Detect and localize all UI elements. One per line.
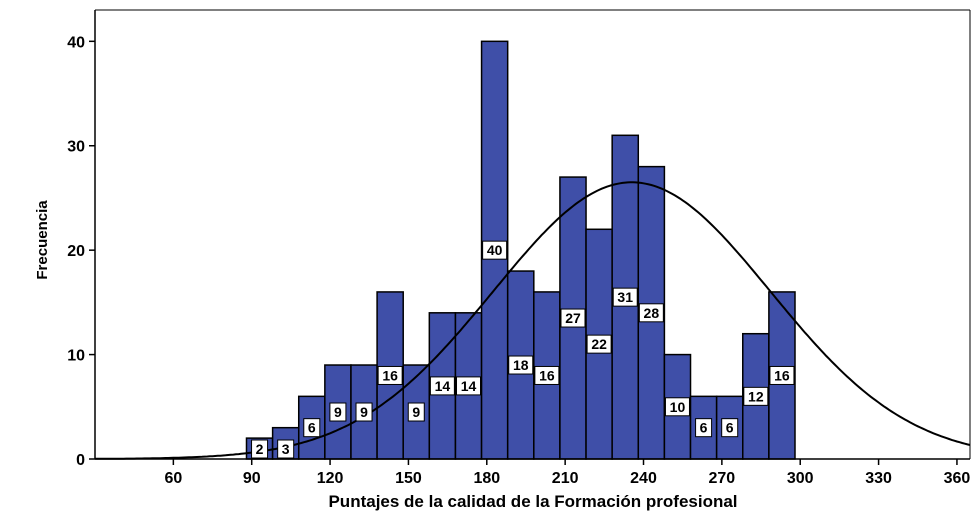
bar-label: 9	[360, 404, 368, 420]
bar-label-box	[407, 402, 425, 422]
bar-label: 14	[435, 378, 451, 394]
bars-layer	[245, 40, 796, 460]
x-tick-label: 90	[243, 470, 261, 487]
bar-label: 31	[617, 289, 633, 305]
bar-label-box	[482, 240, 508, 260]
bar-label-box	[638, 303, 664, 323]
bar-label: 12	[748, 388, 764, 404]
x-tick-label: 60	[164, 470, 182, 487]
bar-label-box	[534, 365, 560, 385]
bar-label-box	[377, 365, 403, 385]
y-tick-label: 30	[67, 139, 85, 156]
bar-label: 27	[565, 310, 581, 326]
bar-label: 14	[461, 378, 477, 394]
bar-label: 22	[591, 336, 607, 352]
y-tick-label: 40	[67, 34, 85, 51]
bar-label: 16	[539, 367, 555, 383]
y-axis-title: Frecuencia	[34, 200, 51, 280]
bar-label: 6	[700, 420, 708, 436]
x-tick-label: 150	[395, 470, 422, 487]
x-tick-label: 360	[944, 470, 971, 487]
bar-label-box	[612, 287, 638, 307]
bar-label-box	[251, 439, 269, 459]
bar-label-box	[303, 418, 321, 438]
bar-label-box	[456, 376, 482, 396]
x-tick-label: 120	[317, 470, 344, 487]
bar-label-box	[695, 418, 713, 438]
bar-label-box	[508, 355, 534, 375]
x-tick-label: 300	[787, 470, 814, 487]
normal-curve	[95, 181, 971, 460]
bar-label-box	[560, 308, 586, 328]
x-tick-label: 180	[473, 470, 500, 487]
x-tick-label: 210	[552, 470, 579, 487]
y-axis-ticks: 0 10 20 30 40	[67, 34, 95, 469]
bar-label: 6	[308, 420, 316, 436]
bar-label: 28	[644, 305, 660, 321]
bar-label-box	[329, 402, 347, 422]
bar-label: 16	[774, 367, 790, 383]
bar-labels-layer: 2 3 6 9 9 16 9 14 14 40 18 16 27 22 31 28 10 6 6 12 16	[251, 240, 795, 459]
bar-label-box	[769, 365, 795, 385]
bar-label-box	[355, 402, 373, 422]
x-tick-label: 240	[630, 470, 657, 487]
bar-label: 10	[670, 399, 686, 415]
bar-label-box	[277, 439, 295, 459]
x-tick-label: 270	[709, 470, 736, 487]
bar-label-box	[664, 397, 690, 417]
bar-label: 40	[487, 242, 503, 258]
bar-label: 9	[412, 404, 420, 420]
x-axis-ticks: 60 90 120 150 180 210 240 270 300 330 360	[164, 459, 970, 487]
bar-label-box	[586, 334, 612, 354]
y-tick-label: 0	[76, 452, 85, 469]
y-tick-label: 10	[67, 348, 85, 365]
bar-label: 9	[334, 404, 342, 420]
x-tick-label: 330	[865, 470, 892, 487]
x-axis-title: Puntajes de la calidad de la Formación p…	[328, 492, 737, 511]
bar-label: 6	[726, 420, 734, 436]
bar-label: 18	[513, 357, 529, 373]
bar-label: 2	[256, 441, 264, 457]
bar-label: 16	[382, 367, 398, 383]
y-tick-label: 20	[67, 243, 85, 260]
bar-label: 3	[282, 441, 290, 457]
bar-label-box	[721, 418, 739, 438]
bar-label-box	[743, 386, 769, 406]
bar-label-box	[429, 376, 455, 396]
